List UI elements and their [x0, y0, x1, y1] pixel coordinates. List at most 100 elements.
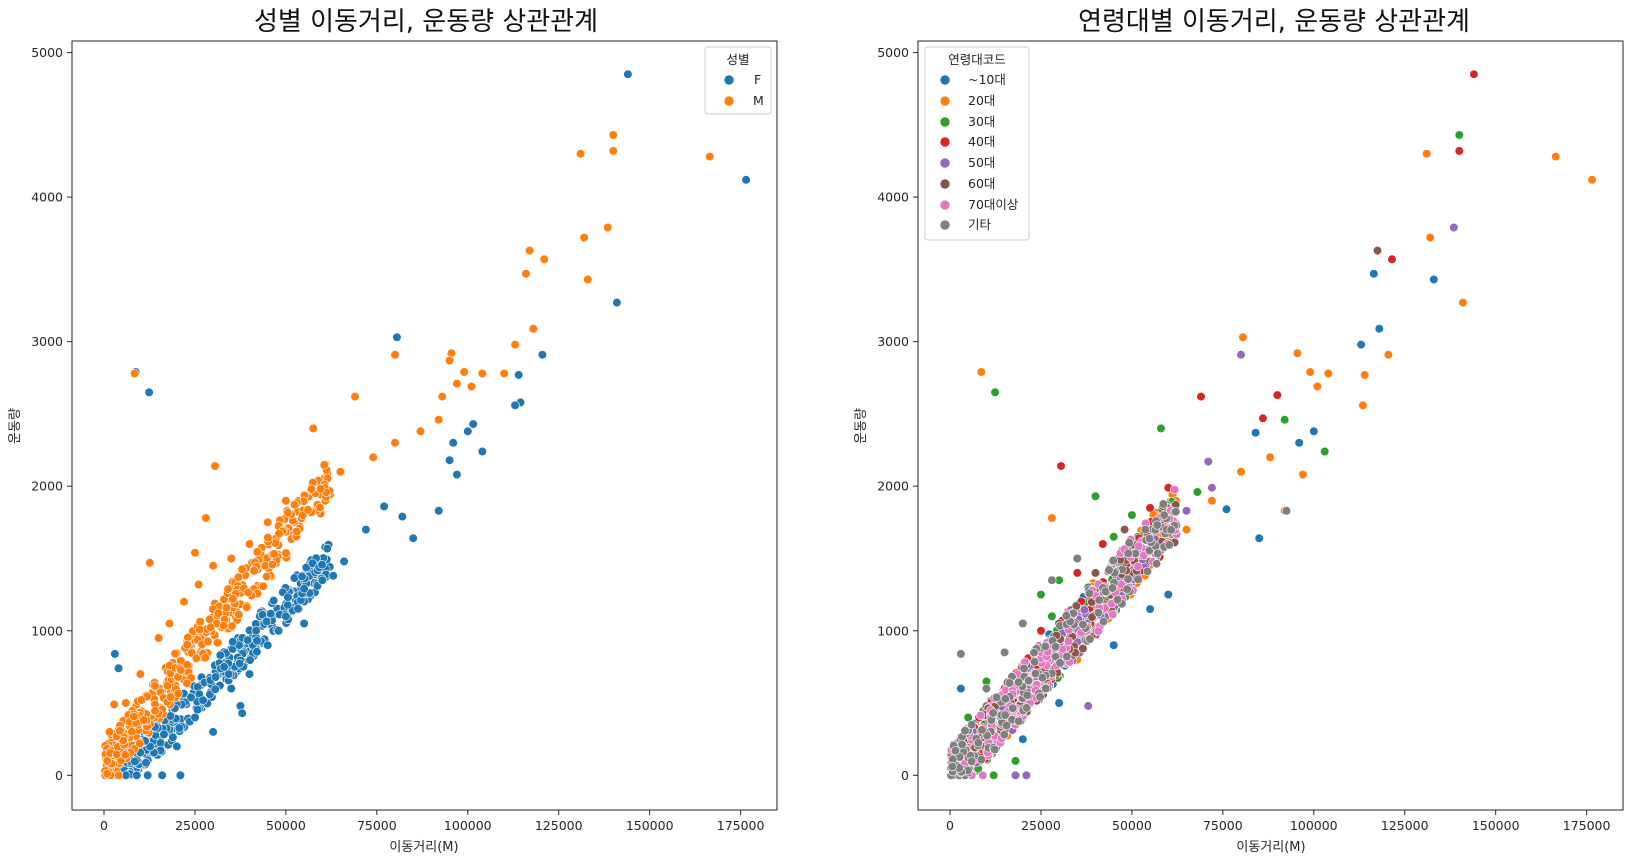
left-scatter-point — [224, 669, 234, 679]
left-scatter-point — [198, 695, 208, 705]
left-scatter-point — [237, 564, 247, 574]
left-scatter-point — [322, 543, 332, 554]
right-scatter-point — [963, 712, 973, 723]
left-scatter-point — [445, 455, 455, 465]
right-scatter-point — [960, 726, 970, 736]
left-y-tick-label: 3000 — [31, 334, 63, 349]
right-scatter-point — [1458, 298, 1468, 308]
right-legend-label-70plus: 70대이상 — [968, 197, 1019, 212]
left-scatter-point — [226, 553, 236, 564]
right-scatter-point — [1196, 392, 1206, 402]
right-scatter-point — [989, 770, 999, 780]
left-scatter-point — [437, 392, 447, 402]
right-x-tick-label: 175000 — [1563, 818, 1611, 833]
right-legend-marker-60s — [939, 178, 951, 190]
left-scatter-point — [608, 146, 618, 156]
left-scatter-point — [379, 501, 389, 512]
left-scatter-point — [293, 604, 303, 614]
right-legend-marker-30s — [939, 116, 951, 128]
left-scatter-point — [109, 699, 119, 710]
left-scatter-point — [203, 636, 213, 647]
left-scatter-point — [121, 698, 131, 708]
left-chart-panel: 성별 이동거리, 운동량 상관관계 0 25000 50000 75000 100000… — [8, 7, 778, 855]
right-scatter-point — [1369, 269, 1379, 279]
right-scatter-point — [981, 683, 992, 694]
right-x-tick-label: 50000 — [1112, 818, 1152, 833]
left-scatter-point — [135, 669, 145, 679]
left-scatter-point — [335, 467, 346, 477]
left-scatter-point — [141, 758, 151, 768]
left-scatter-point — [195, 617, 205, 627]
left-scatter-point — [463, 426, 473, 436]
right-scatter-point — [1085, 634, 1095, 644]
right-scatter-point — [988, 708, 998, 718]
left-scatter-point — [317, 575, 327, 585]
right-scatter-point — [1140, 524, 1150, 535]
left-scatter-point — [243, 587, 253, 598]
left-scatter-point — [274, 529, 284, 539]
right-scatter-point — [1181, 524, 1192, 535]
left-scatter-point — [262, 616, 272, 627]
right-scatter-point — [999, 647, 1010, 658]
left-scatter-point — [242, 602, 252, 612]
left-scatter-point — [233, 572, 244, 582]
left-scatter-point — [154, 633, 164, 643]
right-scatter-point — [1084, 588, 1095, 598]
left-scatter-point — [328, 571, 338, 581]
left-scatter-point — [227, 621, 237, 631]
right-scatter-point — [1374, 324, 1384, 334]
right-scatter-point — [991, 692, 1002, 702]
left-scatter-point — [269, 549, 279, 559]
left-scatter-point — [136, 695, 146, 705]
right-scatter-point — [1098, 616, 1109, 627]
left-scatter-point — [150, 706, 160, 716]
left-scatter-point — [252, 647, 262, 657]
left-scatter-point — [182, 640, 192, 650]
right-scatter-point — [1142, 566, 1153, 577]
right-x-tick-label: 0 — [946, 818, 954, 833]
left-scatter-point — [127, 727, 137, 737]
left-scatter-point — [190, 712, 200, 723]
left-scatter-point — [317, 560, 327, 570]
right-scatter-point — [1280, 415, 1290, 425]
right-scatter-point — [1145, 503, 1155, 513]
right-scatter-point — [1158, 499, 1168, 509]
left-scatter-point — [226, 683, 236, 694]
left-scatter-point — [263, 640, 273, 650]
left-scatter-point — [113, 770, 124, 780]
left-legend-label-f: F — [754, 72, 761, 87]
left-scatter-point — [281, 611, 291, 621]
right-scatter-point — [1029, 647, 1039, 658]
left-legend-title: 성별 — [726, 52, 749, 67]
left-scatter-point — [120, 750, 130, 760]
right-scatter-point — [1078, 619, 1088, 630]
left-scatter-point — [741, 175, 751, 185]
left-scatter-point — [459, 367, 469, 377]
left-scatter-point — [415, 426, 426, 436]
left-scatter-point — [308, 423, 318, 434]
right-scatter-point — [976, 710, 986, 721]
right-scatter-point — [1127, 510, 1137, 520]
right-scatter-point — [1163, 589, 1173, 600]
right-scatter-point — [1078, 643, 1088, 654]
right-scatter-point — [1109, 532, 1119, 542]
left-scatter-point — [112, 749, 122, 760]
left-x-tick-label: 50000 — [266, 818, 306, 833]
right-plot-area: 0 25000 50000 75000 100000 125000 150000 175000… — [877, 45, 1610, 833]
right-legend-label-20s: 20대 — [968, 93, 995, 108]
left-scatter-point — [434, 506, 444, 516]
right-legend-marker-40s — [939, 136, 951, 148]
right-scatter-point — [1004, 678, 1015, 688]
left-scatter-point — [252, 547, 262, 557]
right-scatter-point — [1023, 676, 1034, 686]
right-scatter-point — [1152, 520, 1162, 530]
left-y-tick-label: 1000 — [31, 623, 63, 638]
left-scatter-point — [263, 533, 273, 543]
right-scatter-point — [1358, 400, 1368, 410]
right-scatter-point — [1041, 683, 1051, 694]
right-scatter-point — [1166, 525, 1176, 535]
left-scatter-point — [130, 368, 140, 379]
left-legend-marker-m — [723, 95, 735, 107]
left-scatter-point — [290, 500, 300, 510]
left-scatter-point — [306, 484, 317, 494]
